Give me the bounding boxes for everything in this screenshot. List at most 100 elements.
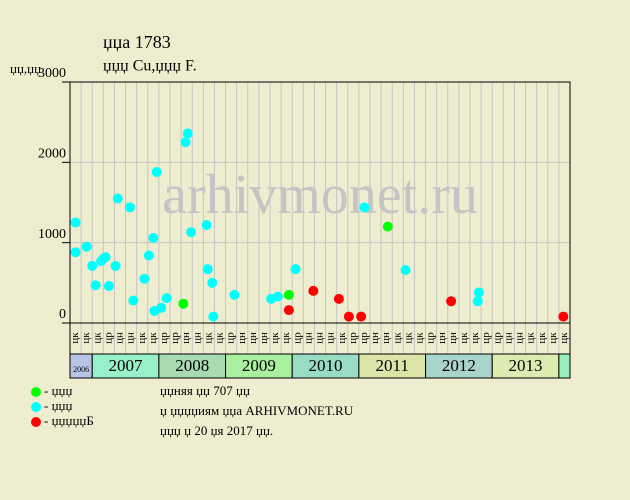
x-tick-label: цн	[369, 332, 381, 344]
x-tick-label: цр	[425, 332, 437, 344]
year-label: 2012	[442, 356, 476, 375]
y-tick-label: 0	[59, 307, 66, 322]
legend-marker	[31, 402, 41, 412]
x-tick-label: цк	[558, 332, 570, 344]
point	[558, 311, 569, 322]
point	[90, 280, 101, 291]
x-tick-label: цр	[169, 332, 181, 344]
x-tick-label: цр	[480, 332, 492, 344]
x-tick-label: цк	[402, 332, 414, 344]
point	[382, 221, 393, 232]
point	[283, 289, 294, 300]
year-band	[491, 353, 560, 379]
chart-subtitle: џџџ Cu,џџџ F.	[103, 58, 197, 75]
year-label: 2007	[109, 356, 144, 375]
point	[110, 260, 121, 271]
legend-label: - џџџџџБ	[44, 413, 94, 428]
x-tick-label: цр	[491, 332, 503, 344]
point	[283, 305, 294, 316]
legend-label: - џџџ	[44, 383, 72, 398]
x-tick-label: цр	[102, 332, 114, 344]
x-tick-label: цн	[514, 332, 526, 344]
y-tick-label: 2000	[38, 147, 66, 162]
legend-marker	[31, 387, 41, 397]
note: џ џџџџиям џџа ARHIVMONET.RU	[160, 403, 354, 418]
point	[473, 287, 484, 298]
x-tick-label: цн	[258, 332, 270, 344]
legend-marker	[31, 417, 41, 427]
point	[308, 285, 319, 296]
x-tick-label: цн	[191, 332, 203, 344]
x-tick-label: цк	[80, 332, 92, 344]
x-tick-label: цк	[214, 332, 226, 344]
y-tick-label: 1000	[38, 227, 66, 242]
point	[472, 296, 483, 307]
point	[356, 311, 367, 322]
year-label: 2008	[175, 356, 209, 375]
x-tick-label: цк	[147, 332, 159, 344]
point	[70, 217, 81, 228]
x-tick-label: цк	[136, 332, 148, 344]
note: џџняя џџ 707 џџ	[160, 383, 250, 398]
point	[290, 264, 301, 275]
point	[128, 295, 139, 306]
year-band	[225, 353, 293, 379]
point	[202, 264, 213, 275]
point	[343, 311, 354, 322]
legend-label: - џџџ	[44, 398, 72, 413]
point	[182, 128, 193, 139]
x-tick-label: цн	[314, 332, 326, 344]
x-tick-label: цр	[291, 332, 303, 344]
point	[143, 250, 154, 261]
note: џџџ џ 20 џя 2017 џџ.	[160, 423, 273, 438]
point	[139, 273, 150, 284]
x-tick-label: цк	[536, 332, 548, 344]
point	[81, 241, 92, 252]
point	[180, 137, 191, 148]
point	[87, 260, 98, 271]
chart-title: џџа 1783	[103, 32, 171, 52]
plot-frame	[69, 81, 571, 355]
x-tick-label: цк	[202, 332, 214, 344]
x-tick-label: цн	[325, 332, 337, 344]
x-tick-label: цк	[414, 332, 426, 344]
x-tick-label: цр	[347, 332, 359, 344]
point	[178, 298, 189, 309]
point	[70, 247, 81, 258]
point	[161, 293, 172, 304]
point	[333, 293, 344, 304]
x-tick-label: цн	[125, 332, 137, 344]
year-label: 2010	[309, 356, 343, 375]
x-tick-label: цн	[236, 332, 248, 344]
x-tick-label: цк	[91, 332, 103, 344]
x-tick-label: цр	[225, 332, 237, 344]
point	[229, 289, 240, 300]
x-tick-label: цк	[469, 332, 481, 344]
point	[100, 252, 111, 263]
year-band	[558, 353, 571, 379]
x-tick-label: цн	[502, 332, 514, 344]
year-band	[291, 353, 360, 379]
point	[148, 232, 159, 243]
x-tick-label: цн	[114, 332, 126, 344]
point	[359, 202, 370, 213]
point	[272, 291, 283, 302]
year-label: 2006	[73, 365, 89, 374]
year-band	[91, 353, 160, 379]
x-tick-label: цр	[158, 332, 170, 344]
point	[207, 277, 218, 288]
point	[156, 302, 167, 313]
x-tick-label: цр	[358, 332, 370, 344]
year-label: 2011	[376, 356, 409, 375]
x-tick-label: цк	[69, 332, 81, 344]
x-tick-label: цн	[302, 332, 314, 344]
x-tick-label: цк	[458, 332, 470, 344]
y-axis-label: џџ,џџ	[10, 61, 41, 76]
year-label: 2009	[242, 356, 276, 375]
watermark: arhivmonet.ru	[162, 164, 478, 226]
point	[103, 281, 114, 292]
x-tick-label: цн	[447, 332, 459, 344]
x-tick-label: цк	[280, 332, 292, 344]
